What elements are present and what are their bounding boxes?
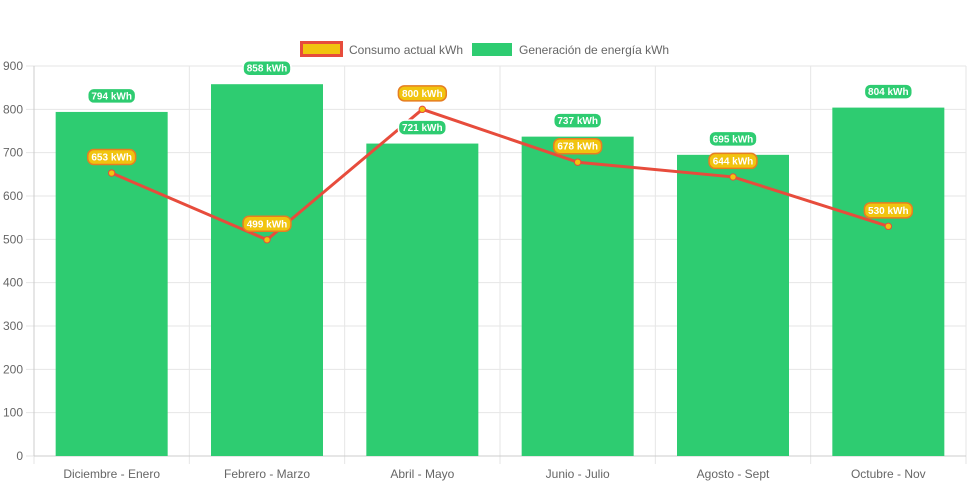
data-label-generacion-badge <box>552 112 603 129</box>
y-tick-label: 900 <box>3 59 23 73</box>
line-series <box>107 105 893 244</box>
bar-series <box>55 84 945 457</box>
data-label-generacion: 737 kWh <box>557 116 598 127</box>
y-tick-label: 300 <box>3 319 23 333</box>
x-tick-label: Abril - Mayo <box>390 467 454 481</box>
point-consumo[interactable] <box>263 236 271 244</box>
y-tick-label: 800 <box>3 102 23 116</box>
y-tick-label: 200 <box>3 362 23 376</box>
legend: Consumo actual kWh Generación de energía… <box>300 41 669 57</box>
bar-generacion[interactable] <box>832 107 945 456</box>
bar-generacion[interactable] <box>55 111 168 456</box>
x-tick-label: Junio - Julio <box>546 467 610 481</box>
bar-generacion[interactable] <box>677 154 789 457</box>
y-tick-label: 500 <box>3 232 23 246</box>
point-consumo[interactable] <box>418 105 427 114</box>
legend-label-generacion[interactable]: Generación de energía kWh <box>519 43 669 57</box>
y-tick-label: 100 <box>3 406 23 420</box>
data-label-generacion: 804 kWh <box>868 87 909 98</box>
bar-generacion[interactable] <box>211 84 323 456</box>
y-axis-ticks: 0 100 200 300 400 500 600 700 800 900 <box>3 59 23 463</box>
x-tick-label: Octubre - Nov <box>851 467 926 481</box>
data-label-consumo-badge <box>863 202 914 219</box>
data-label-consumo: 678 kWh <box>557 142 598 153</box>
y-tick-label: 600 <box>3 189 23 203</box>
line-consumo <box>111 107 889 242</box>
data-label-generacion: 794 kWh <box>91 91 132 102</box>
grid <box>26 65 967 464</box>
x-tick-label: Febrero - Marzo <box>224 467 310 481</box>
bar-generacion[interactable] <box>521 136 634 456</box>
data-label-consumo-badge <box>242 215 292 233</box>
data-label-consumo: 499 kWh <box>247 219 288 230</box>
data-label-consumo: 644 kWh <box>713 156 754 167</box>
point-consumo[interactable] <box>107 169 116 177</box>
x-axis-ticks: Diciembre - Enero Febrero - Marzo Abril - … <box>63 467 925 481</box>
legend-label-consumo[interactable]: Consumo actual kWh <box>349 43 463 57</box>
x-tick-label: Diciembre - Enero <box>63 467 160 481</box>
data-label-consumo-badge <box>86 148 137 166</box>
x-tick-label: Agosto - Sept <box>697 467 770 481</box>
point-consumo[interactable] <box>884 222 893 231</box>
point-consumo[interactable] <box>573 158 582 166</box>
data-labels: 794 kWh 858 kWh 721 kWh 737 kWh 695 kWh 804 k… <box>86 59 914 233</box>
data-label-consumo: 800 kWh <box>402 89 443 100</box>
y-tick-label: 0 <box>16 449 23 463</box>
data-label-generacion: 721 kWh <box>402 123 443 134</box>
bar-generacion[interactable] <box>366 143 479 457</box>
data-label-generacion-badge <box>86 87 137 105</box>
y-tick-label: 700 <box>3 146 23 160</box>
data-label-consumo-badge <box>552 137 603 155</box>
data-label-generacion-badge <box>242 59 292 77</box>
data-label-generacion-badge <box>708 130 758 148</box>
data-label-generacion-badge <box>863 83 914 100</box>
data-label-generacion: 695 kWh <box>713 134 754 145</box>
data-label-consumo: 530 kWh <box>868 206 909 217</box>
point-consumo[interactable] <box>729 173 737 181</box>
y-tick-label: 400 <box>3 276 23 290</box>
legend-swatch-consumo[interactable] <box>300 41 343 57</box>
data-label-generacion: 858 kWh <box>247 64 288 75</box>
data-label-generacion-badge <box>397 119 448 136</box>
data-label-consumo-badge <box>397 85 448 102</box>
legend-swatch-generacion[interactable] <box>472 43 512 56</box>
data-label-consumo-badge <box>708 152 758 170</box>
data-label-consumo: 653 kWh <box>91 153 132 164</box>
